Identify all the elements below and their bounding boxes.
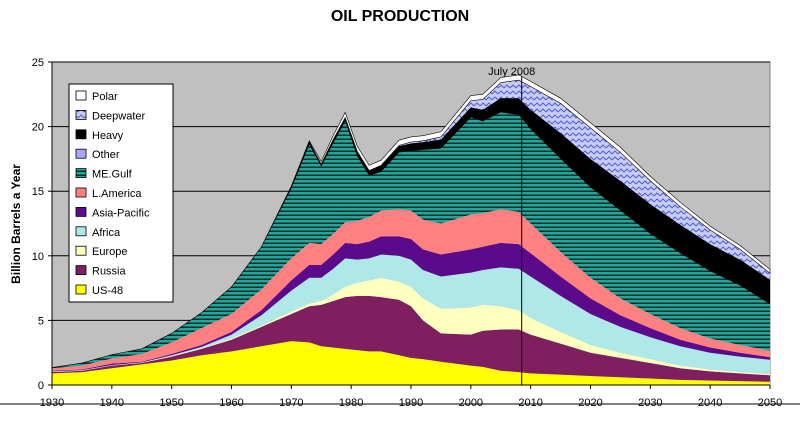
july-2008-label: July 2008 <box>488 66 535 78</box>
area-russia <box>52 295 770 382</box>
x-tick-label: 2050 <box>758 397 782 409</box>
area-deepwater <box>52 80 770 368</box>
x-tick-label: 2030 <box>638 397 662 409</box>
y-tick-label: 15 <box>32 186 44 198</box>
x-tick-label: 1950 <box>159 397 183 409</box>
area-l-america <box>52 209 770 371</box>
legend-swatch-russia <box>75 265 87 276</box>
legend-label-africa: Africa <box>92 227 121 239</box>
y-axis-ticks: 0 5 10 15 20 25 <box>32 57 52 392</box>
x-tick-label: 1940 <box>100 397 124 409</box>
chart-title: OIL PRODUCTION <box>330 8 470 25</box>
area-polar <box>51 74 771 368</box>
y-tick-label: 0 <box>38 380 44 392</box>
legend-label-polar: Polar <box>92 91 118 103</box>
legend-swatch-africa <box>75 226 87 237</box>
legend-swatch-asia-pacific <box>75 206 87 217</box>
legend-label-heavy: Heavy <box>92 130 124 142</box>
x-tick-label: 1930 <box>40 397 64 409</box>
x-tick-label: 1960 <box>219 397 243 409</box>
y-tick-label: 20 <box>32 122 44 134</box>
legend: Polar Deepwater Heavy Other ME.Gulf L.America… <box>68 83 174 303</box>
legend-label-europe: Europe <box>92 246 127 258</box>
legend-swatch-other <box>75 148 87 159</box>
x-tick-label: 2000 <box>459 397 483 409</box>
area-heavy <box>52 98 770 368</box>
x-tick-label: 1970 <box>279 397 303 409</box>
x-tick-label: 2010 <box>518 397 542 409</box>
legend-label-us-48: US-48 <box>92 285 123 297</box>
y-tick-label: 10 <box>32 251 44 263</box>
legend-swatch-us-48 <box>75 284 87 295</box>
legend-label-deepwater: Deepwater <box>92 110 146 122</box>
x-tick-label: 2020 <box>578 397 602 409</box>
legend-swatch-heavy <box>75 129 87 140</box>
y-tick-label: 25 <box>32 57 44 69</box>
legend-swatch-me-gulf <box>75 168 87 179</box>
x-tick-label: 1990 <box>399 397 423 409</box>
legend-label-me-gulf: ME.Gulf <box>92 169 133 181</box>
stacked-areas <box>51 74 771 385</box>
x-tick-label: 1980 <box>339 397 363 409</box>
area-us-48 <box>52 341 770 385</box>
area-me-gulf <box>52 112 770 369</box>
legend-label-russia: Russia <box>92 266 127 278</box>
legend-label-asia-pacific: Asia-Pacific <box>92 207 150 219</box>
y-tick-label: 5 <box>38 315 44 327</box>
x-axis-ticks: 1930 1940 1950 1960 1970 1980 1990 2000 2010 2020… <box>40 385 782 409</box>
x-tick-label: 2040 <box>698 397 722 409</box>
july-2008-annotation: July 2008 <box>488 66 535 385</box>
area-europe <box>52 277 770 376</box>
legend-swatch-polar <box>75 90 87 101</box>
area-africa <box>52 254 770 375</box>
legend-label-other: Other <box>92 149 120 161</box>
legend-swatch-l-america <box>75 187 87 198</box>
legend-swatch-deepwater <box>75 110 87 120</box>
legend-swatch-europe <box>75 245 87 256</box>
y-axis-label: Billion Barrels a Year <box>9 164 23 284</box>
legend-label-l-america: L.America <box>92 188 142 200</box>
